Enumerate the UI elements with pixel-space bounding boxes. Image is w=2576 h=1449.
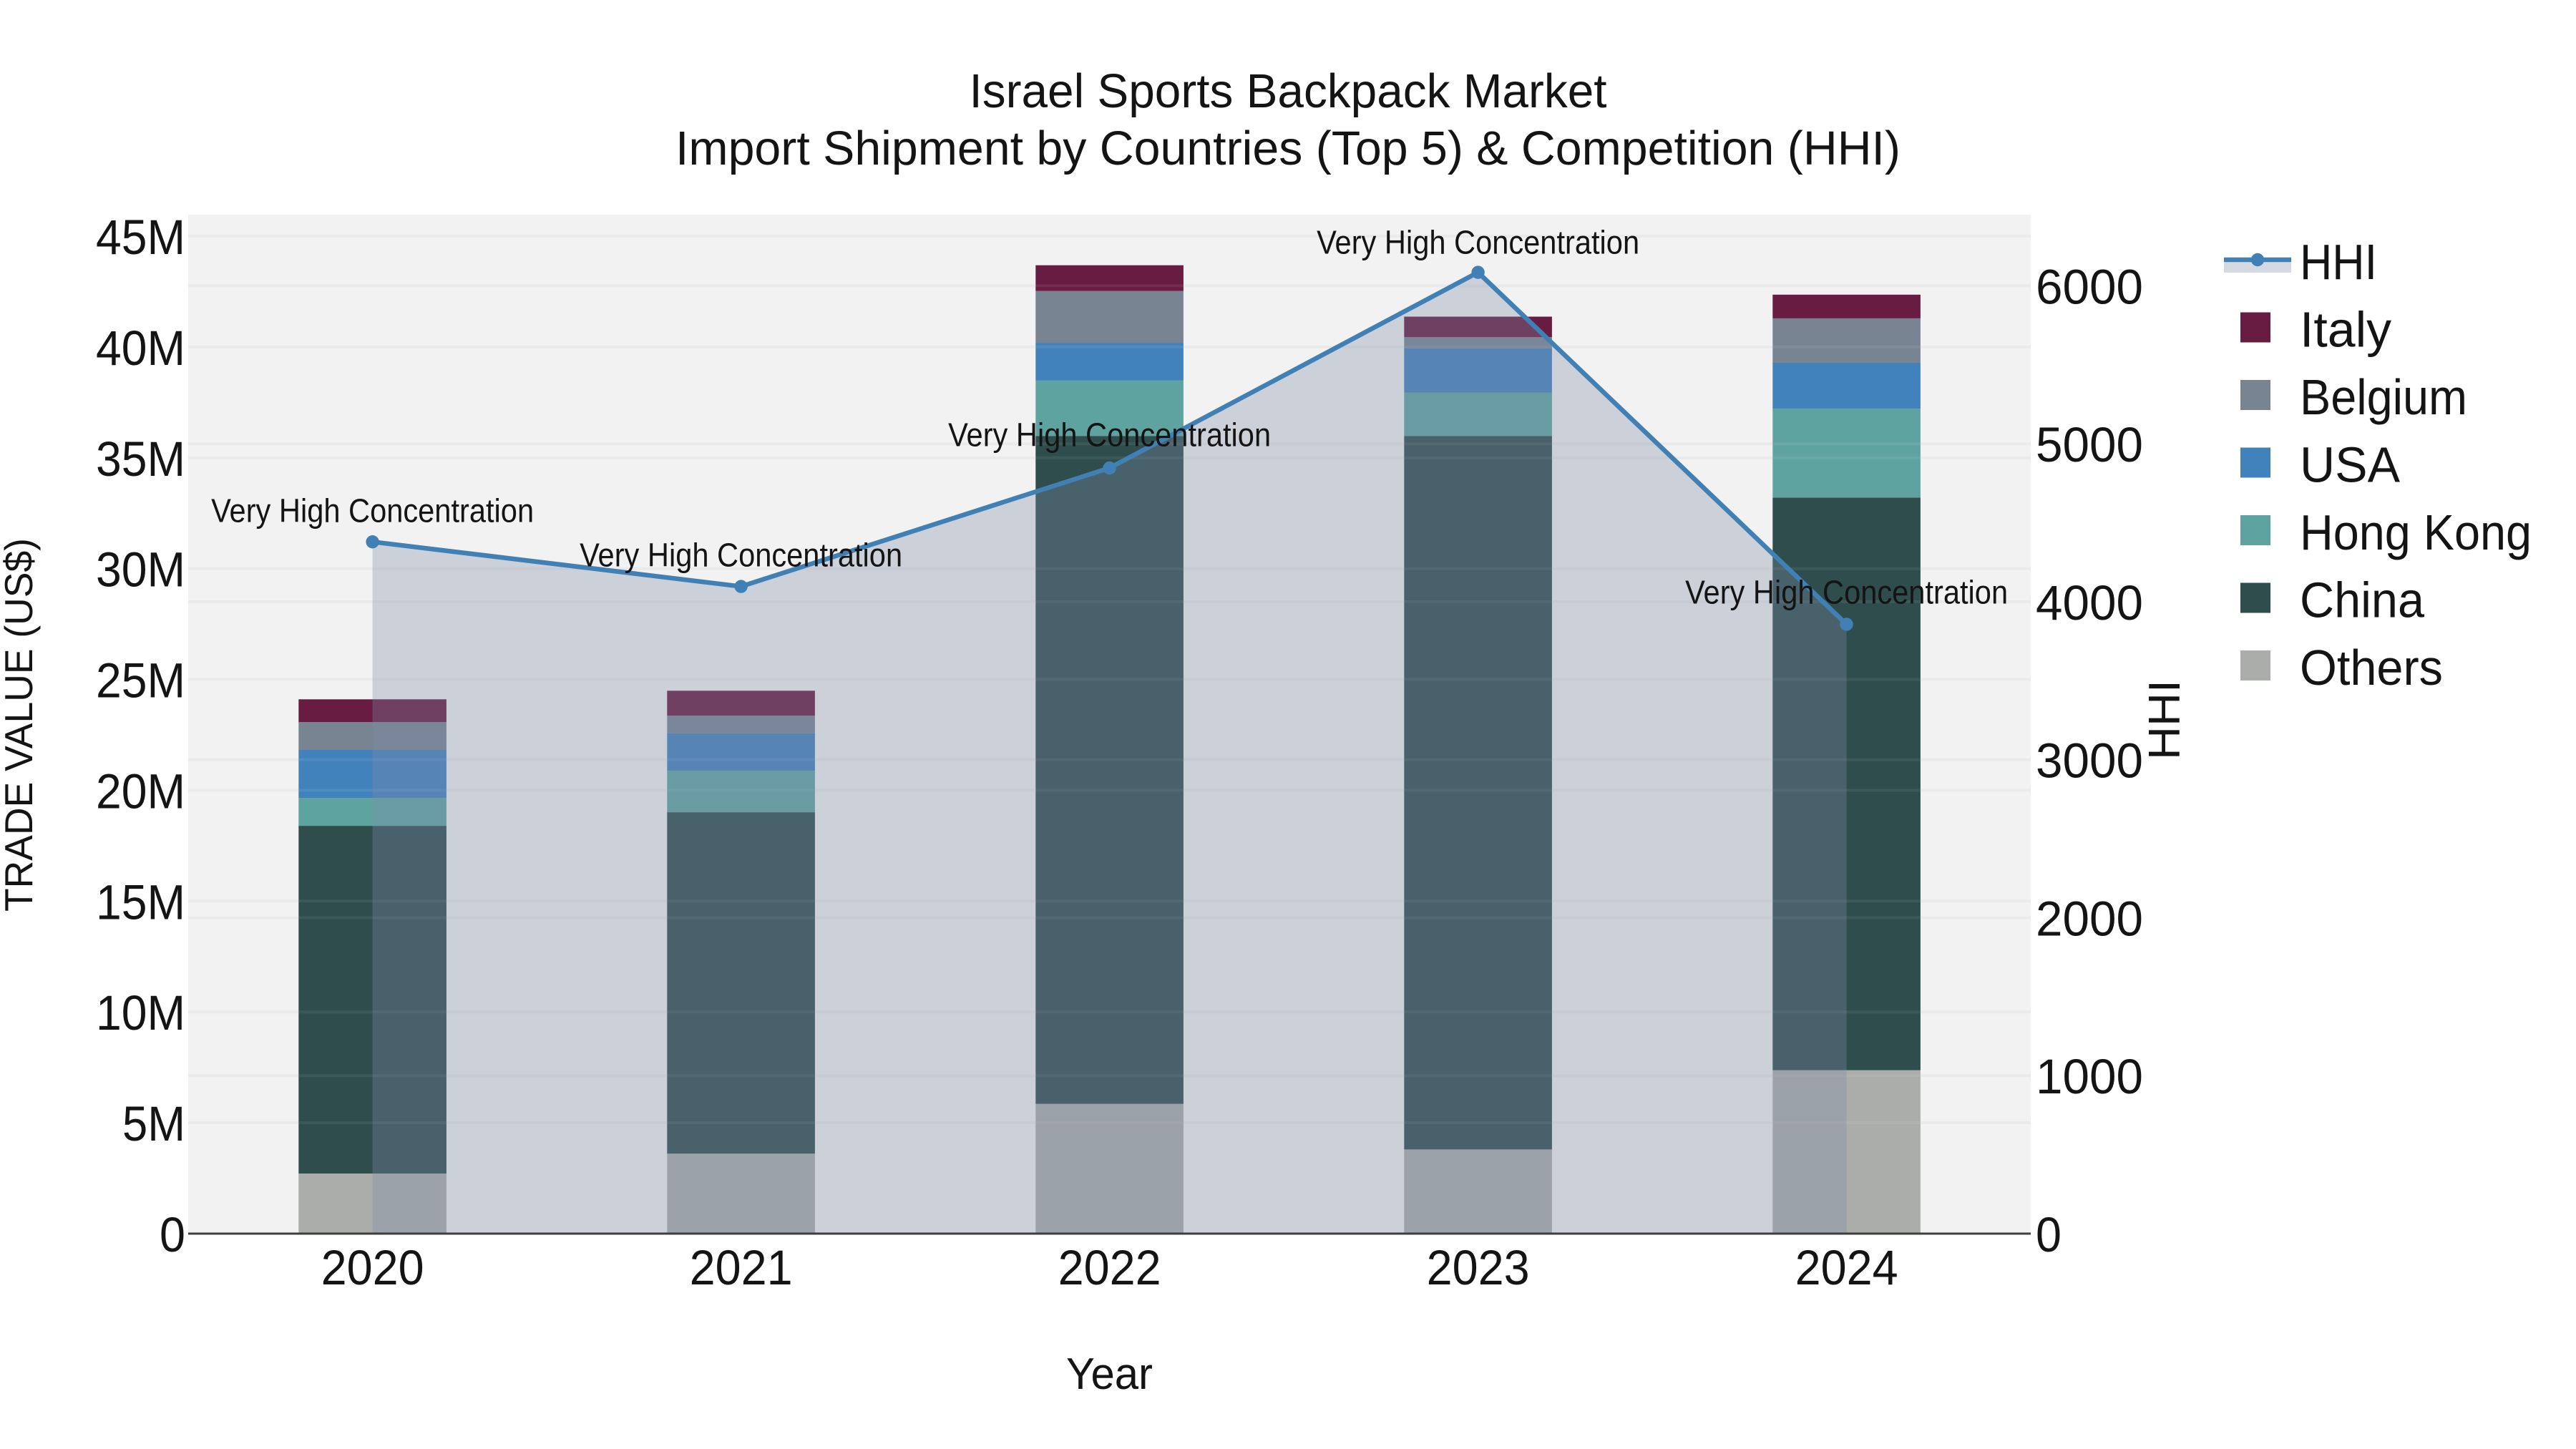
svg-text:2000: 2000 bbox=[2036, 892, 2143, 947]
svg-text:Year: Year bbox=[1066, 1350, 1153, 1399]
svg-text:Import Shipment by Countries (: Import Shipment by Countries (Top 5) & C… bbox=[675, 122, 1901, 175]
svg-text:25M: 25M bbox=[96, 653, 185, 708]
svg-text:China: China bbox=[2300, 572, 2424, 628]
svg-text:HHI: HHI bbox=[2300, 234, 2377, 290]
svg-text:2023: 2023 bbox=[1427, 1240, 1530, 1295]
svg-text:Hong Kong: Hong Kong bbox=[2300, 504, 2532, 560]
svg-text:15M: 15M bbox=[96, 874, 185, 930]
svg-text:Italy: Italy bbox=[2300, 302, 2391, 358]
svg-text:6000: 6000 bbox=[2036, 259, 2143, 314]
svg-text:5000: 5000 bbox=[2036, 417, 2143, 472]
svg-text:TRADE VALUE (US$): TRADE VALUE (US$) bbox=[0, 538, 41, 912]
svg-text:Very High Concentration: Very High Concentration bbox=[211, 492, 534, 530]
svg-text:Belgium: Belgium bbox=[2300, 369, 2467, 425]
svg-text:20M: 20M bbox=[96, 763, 185, 819]
svg-text:Very High Concentration: Very High Concentration bbox=[948, 416, 1271, 454]
svg-text:2022: 2022 bbox=[1058, 1240, 1161, 1295]
svg-text:3000: 3000 bbox=[2036, 733, 2143, 789]
svg-text:45M: 45M bbox=[96, 210, 185, 265]
svg-text:4000: 4000 bbox=[2036, 575, 2143, 630]
svg-text:Israel Sports Backpack Market: Israel Sports Backpack Market bbox=[970, 64, 1607, 118]
svg-text:1000: 1000 bbox=[2036, 1049, 2143, 1104]
svg-text:0: 0 bbox=[160, 1207, 185, 1262]
svg-text:Very High Concentration: Very High Concentration bbox=[580, 536, 902, 573]
svg-text:10M: 10M bbox=[96, 985, 185, 1040]
svg-text:2020: 2020 bbox=[321, 1240, 424, 1295]
svg-text:0: 0 bbox=[2036, 1207, 2062, 1262]
svg-text:Very High Concentration: Very High Concentration bbox=[1317, 224, 1639, 261]
svg-text:Very High Concentration: Very High Concentration bbox=[1685, 574, 2008, 611]
svg-text:35M: 35M bbox=[96, 431, 185, 487]
svg-text:2024: 2024 bbox=[1795, 1240, 1898, 1295]
svg-text:Others: Others bbox=[2300, 640, 2443, 696]
svg-text:30M: 30M bbox=[96, 542, 185, 597]
svg-text:HHI: HHI bbox=[2140, 680, 2190, 760]
svg-text:USA: USA bbox=[2300, 437, 2400, 493]
svg-text:2021: 2021 bbox=[690, 1240, 793, 1295]
svg-text:5M: 5M bbox=[122, 1096, 185, 1151]
svg-text:40M: 40M bbox=[96, 321, 185, 376]
